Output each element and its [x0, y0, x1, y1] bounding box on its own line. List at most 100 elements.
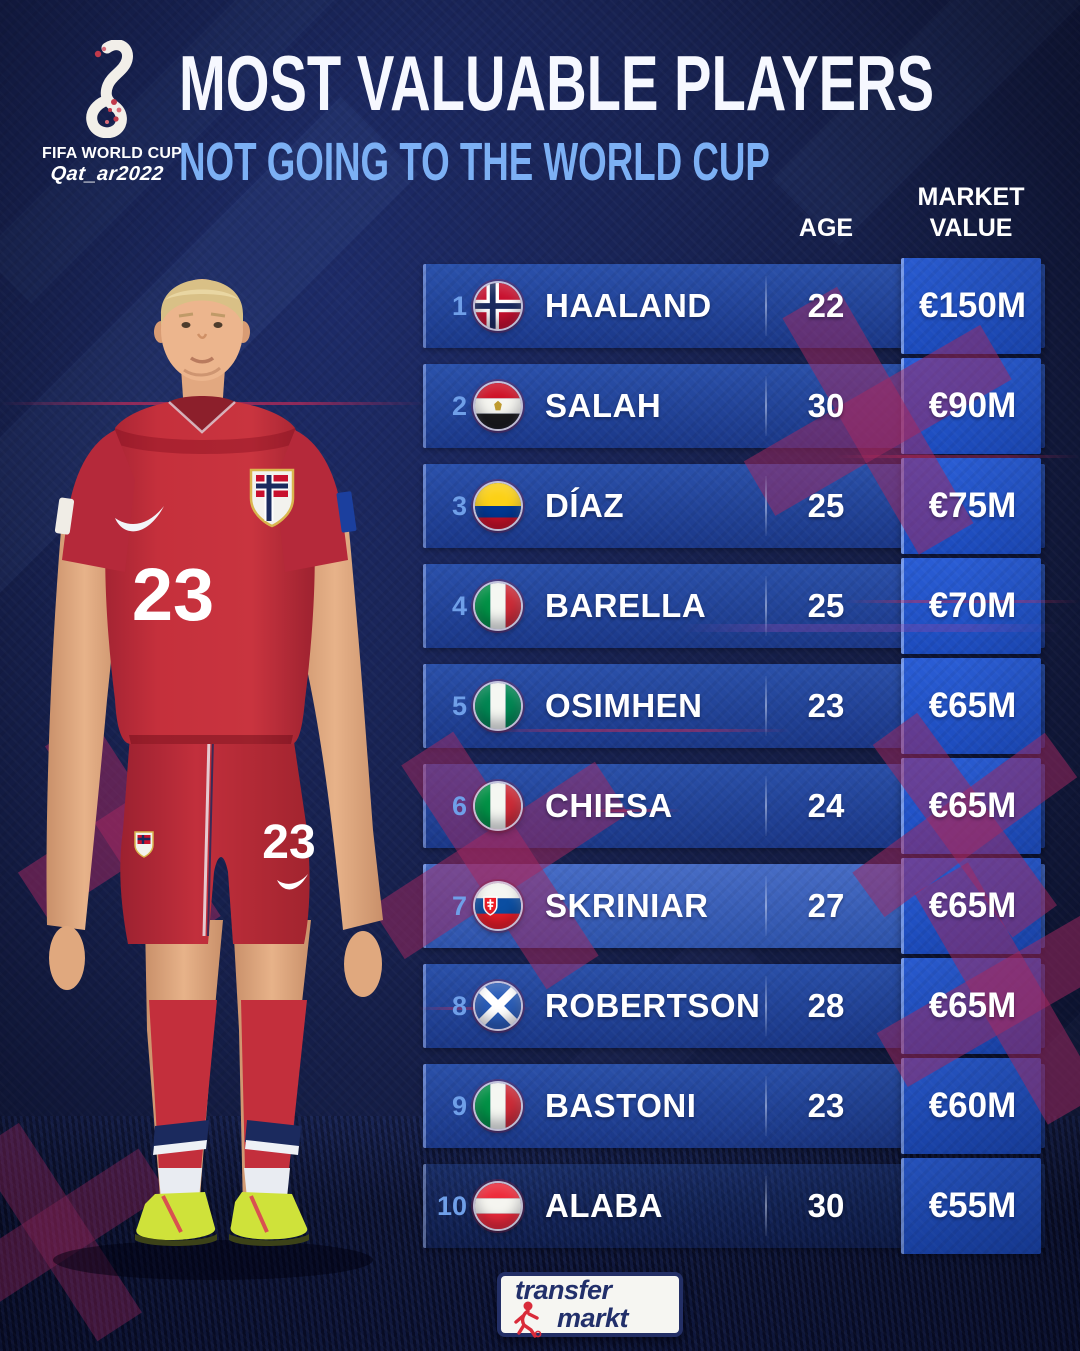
column-divider: [765, 476, 767, 536]
rank-label: 5: [451, 690, 467, 721]
player-name: SALAH: [545, 387, 662, 424]
rank-label: 9: [451, 1090, 467, 1121]
rank-label: 10: [436, 1190, 467, 1221]
market-value-cell: €75M: [901, 458, 1041, 554]
fifa-logo-wordmark: FIFA WORLD CUP: [42, 145, 182, 162]
market-value-cell: €60M: [901, 1058, 1041, 1154]
market-value: €65M: [928, 786, 1017, 825]
italy-flag-icon: [475, 1083, 521, 1129]
jersey-crest-icon: [249, 468, 295, 528]
transfermarkt-wordmark-top: transfer: [515, 1275, 612, 1305]
age-value: 23: [807, 1087, 845, 1124]
age-value: 28: [807, 987, 845, 1024]
player-shadow: [53, 1240, 373, 1280]
player-name: CHIESA: [545, 787, 673, 824]
market-value: €60M: [928, 1086, 1017, 1125]
age-value: 25: [807, 487, 845, 524]
age-value: 23: [807, 687, 845, 724]
player-name: ROBERTSON: [545, 987, 761, 1024]
market-value-cell: €65M: [901, 758, 1041, 854]
scotland-flag-icon: [475, 983, 521, 1029]
jersey-swoosh-icon: [115, 506, 164, 532]
table-row: 5 OSIMHEN 23 €65M: [423, 656, 1045, 756]
age-value: 30: [807, 1187, 845, 1224]
sleeve-badge-uefa: [336, 491, 357, 533]
market-value: €65M: [928, 986, 1017, 1025]
page-title: MOST VALUABLE PLAYERS: [179, 39, 935, 127]
page-subtitle: NOT GOING TO THE WORLD CUP: [179, 132, 770, 192]
player-socks: [149, 1000, 307, 1198]
rank-label: 2: [451, 390, 467, 421]
player-hair: [161, 279, 243, 326]
market-value: €65M: [928, 886, 1017, 925]
table-row: 9 BASTONI 23 €60M: [423, 1056, 1045, 1156]
nigeria-flag-icon: [475, 683, 521, 729]
fifa-world-cup-logo: FIFA WORLD CUP Qat_ar2022: [42, 39, 182, 186]
table-row: 2 SALAH 30 €90M: [423, 356, 1045, 456]
egypt-flag-icon: [475, 383, 521, 429]
table-row: 10 ALABA 30 €55M: [423, 1156, 1045, 1256]
age-value: 27: [807, 887, 845, 924]
column-header-market-value: MARKET VALUE: [917, 183, 1025, 242]
shorts-swoosh-icon: [277, 874, 308, 890]
market-value: €90M: [928, 386, 1017, 425]
column-divider: [765, 1076, 767, 1136]
market-value-cell: €90M: [901, 358, 1041, 454]
rank-label: 4: [451, 590, 467, 621]
transfermarkt-player-icon: [514, 1301, 542, 1338]
players-table: 1 HAALAND 22 €150M 2 SALAH 30 €90M 3 DÍA…: [423, 256, 1045, 1266]
column-divider: [765, 876, 767, 936]
age-value: 30: [807, 387, 845, 424]
market-value: €75M: [928, 486, 1017, 525]
norway-flag-icon: [475, 283, 521, 329]
table-row: 1 HAALAND 22 €150M: [423, 256, 1045, 356]
table-row: 3 DÍAZ 25 €75M: [423, 456, 1045, 556]
player-name: ALABA: [545, 1187, 663, 1224]
transfermarkt-wordmark-bottom: markt: [557, 1303, 629, 1333]
jersey-collar: [169, 396, 235, 432]
table-row: 4 BARELLA 25 €70M: [423, 556, 1045, 656]
fifa-logo-ribbon-icon: [86, 39, 133, 139]
age-value: 24: [807, 787, 845, 824]
column-divider: [765, 1176, 767, 1236]
header-titles: MOST VALUABLE PLAYERS NOT GOING TO THE W…: [179, 44, 1080, 189]
slovakia-flag-icon: [475, 883, 521, 929]
haaland-player-photo: 23 23: [46, 279, 383, 1280]
player-name: BARELLA: [545, 587, 707, 624]
player-right-sleeve: [62, 430, 135, 572]
player-boots: [135, 1192, 309, 1246]
italy-flag-icon: [475, 583, 521, 629]
market-value: €150M: [918, 286, 1027, 325]
rank-label: 7: [451, 890, 467, 921]
age-value: 25: [807, 587, 845, 624]
player-head: [154, 279, 250, 381]
table-row: 8 ROBERTSON 28 €65M: [423, 956, 1045, 1056]
sleeve-badge-worldcup: [54, 497, 75, 535]
fifa-logo-year: Qat_ar2022: [49, 163, 165, 185]
player-name: HAALAND: [545, 287, 712, 324]
column-divider: [765, 976, 767, 1036]
column-header-age: AGE: [798, 214, 854, 242]
player-name: DÍAZ: [545, 487, 624, 524]
player-name: OSIMHEN: [545, 687, 703, 724]
column-divider: [765, 676, 767, 736]
transfermarkt-logo: transfer markt: [497, 1272, 683, 1338]
market-value-cell: €65M: [901, 658, 1041, 754]
rank-label: 6: [451, 790, 467, 821]
table-row: 7 SKRINIAR 27 €65M: [423, 856, 1045, 956]
market-value-cell: €70M: [901, 558, 1041, 654]
column-divider: [765, 576, 767, 636]
age-value: 22: [807, 287, 845, 324]
shorts-number: 23: [262, 816, 315, 869]
market-value-cell: €150M: [901, 258, 1041, 354]
player-left-sleeve: [275, 430, 348, 572]
player-right-arm: [46, 530, 123, 930]
austria-flag-icon: [475, 1183, 521, 1229]
colombia-flag-icon: [475, 483, 521, 529]
rank-label: 3: [451, 490, 467, 521]
column-divider: [765, 276, 767, 336]
rank-label: 1: [451, 290, 467, 321]
column-divider: [765, 776, 767, 836]
market-value: €70M: [928, 586, 1017, 625]
